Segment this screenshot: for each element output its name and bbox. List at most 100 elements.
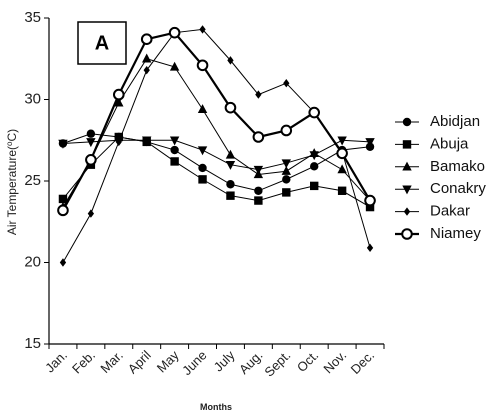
series-abuja — [58, 132, 375, 212]
data-point-abidjan — [226, 180, 235, 189]
data-point-abidjan — [254, 186, 263, 195]
legend-marker-bamako — [402, 161, 412, 171]
data-point-conakry — [365, 138, 375, 148]
panel-label-box — [77, 21, 127, 65]
series-line-abuja — [62, 136, 371, 208]
legend-item-dakar: Dakar — [395, 203, 470, 220]
series-abidjan — [58, 129, 375, 195]
data-point-abuja — [365, 202, 375, 212]
x-tick-label: July — [211, 347, 238, 374]
data-point-abuja — [170, 157, 179, 166]
x-tick-label: Aug. — [236, 348, 266, 378]
data-point-niamey — [112, 88, 125, 101]
data-point-niamey — [85, 154, 97, 166]
data-point-niamey — [336, 147, 348, 160]
x-axis-title: Months — [200, 402, 232, 412]
data-point-abuja — [198, 175, 207, 184]
data-point-bamako — [114, 97, 124, 107]
series-line-niamey — [61, 31, 371, 211]
data-point-dakar — [115, 137, 122, 147]
legend-label-niamey: Niamey — [430, 225, 481, 242]
legend-marker-niamey — [401, 228, 413, 240]
x-tick-label: June — [179, 348, 210, 379]
data-point-abidjan — [310, 162, 319, 171]
legend-label-bamako: Bamako — [430, 158, 485, 175]
x-tick-label: April — [125, 347, 154, 376]
x-tick-label: Mar. — [97, 348, 125, 376]
y-tick-label: 35 — [24, 9, 41, 26]
series-line-conakry — [62, 139, 371, 171]
data-point-dakar — [366, 243, 374, 253]
series-niamey — [57, 26, 376, 217]
data-point-abidjan — [86, 129, 96, 138]
legend-item-conakry: Conakry — [395, 180, 486, 197]
data-point-conakry — [309, 151, 319, 161]
data-point-dakar — [59, 258, 67, 267]
data-point-niamey — [140, 33, 153, 45]
x-tick-label: Dec. — [348, 348, 378, 378]
data-point-abidjan — [170, 145, 179, 155]
legend-item-abidjan: Abidjan — [395, 113, 480, 130]
data-point-abidjan — [282, 175, 291, 184]
data-point-conakry — [281, 159, 291, 169]
data-point-niamey — [57, 204, 69, 217]
data-point-niamey — [168, 26, 181, 39]
data-point-abuja — [254, 196, 263, 205]
legend-marker-abidjan — [402, 117, 412, 127]
data-point-bamako — [142, 53, 152, 63]
data-point-bamako — [281, 166, 291, 175]
data-point-conakry — [337, 136, 347, 146]
data-point-conakry — [58, 139, 68, 149]
x-tick-label: Oct. — [294, 348, 321, 375]
data-point-abuja — [226, 191, 235, 200]
data-point-abuja — [337, 186, 347, 195]
data-point-dakar — [283, 79, 290, 88]
series-line-bamako — [62, 58, 371, 208]
data-point-dakar — [87, 209, 95, 218]
data-point-niamey — [252, 131, 265, 143]
legend-marker-conakry — [402, 185, 412, 195]
legend-item-abuja: Abuja — [395, 135, 469, 152]
data-point-abidjan — [198, 163, 207, 173]
y-tick-label: 15 — [24, 335, 41, 352]
y-tick-label: 25 — [24, 172, 41, 189]
data-point-bamako — [169, 61, 180, 71]
y-axis-title-main: Air Temperature( — [5, 146, 19, 235]
x-tick-label: Sept. — [261, 348, 293, 380]
legend-label-abidjan: Abidjan — [430, 113, 480, 130]
y-axis-title: Air Temperature(oC) — [5, 129, 20, 235]
series-line-abidjan — [62, 133, 371, 192]
data-point-bamako — [225, 149, 236, 159]
x-tick-label: Feb. — [69, 348, 98, 377]
data-point-dakar — [143, 65, 150, 75]
data-point-abuja — [282, 188, 291, 197]
data-point-niamey — [280, 124, 293, 137]
data-point-dakar — [199, 25, 206, 34]
data-point-conakry — [253, 165, 264, 175]
legend-label-conakry: Conakry — [430, 180, 486, 197]
data-point-conakry — [169, 136, 180, 146]
legend-label-abuja: Abuja — [430, 135, 469, 152]
y-tick-label: 20 — [24, 253, 41, 270]
data-point-abuja — [310, 181, 319, 191]
y-axis-title-sup: o — [5, 141, 14, 146]
y-axis-title-tail: C) — [5, 129, 19, 142]
data-point-abuja — [58, 194, 68, 204]
x-tick-label: Nov. — [320, 348, 349, 377]
data-point-niamey — [224, 101, 237, 114]
x-tick-label: May — [154, 347, 182, 375]
x-tick-label: Jan. — [42, 348, 70, 376]
data-point-niamey — [364, 194, 376, 207]
legend-item-niamey: Niamey — [395, 225, 481, 242]
data-point-bamako — [197, 104, 208, 113]
data-point-conakry — [86, 138, 96, 148]
data-point-conakry — [197, 146, 208, 156]
series-layer — [57, 25, 376, 267]
legend: Abidjan Abuja Bamako Conakry Dakar Niamey — [395, 113, 486, 242]
data-point-conakry — [142, 136, 152, 146]
legend-marker-dakar — [403, 207, 411, 216]
series-conakry — [58, 136, 375, 175]
legend-label-dakar: Dakar — [430, 203, 470, 220]
